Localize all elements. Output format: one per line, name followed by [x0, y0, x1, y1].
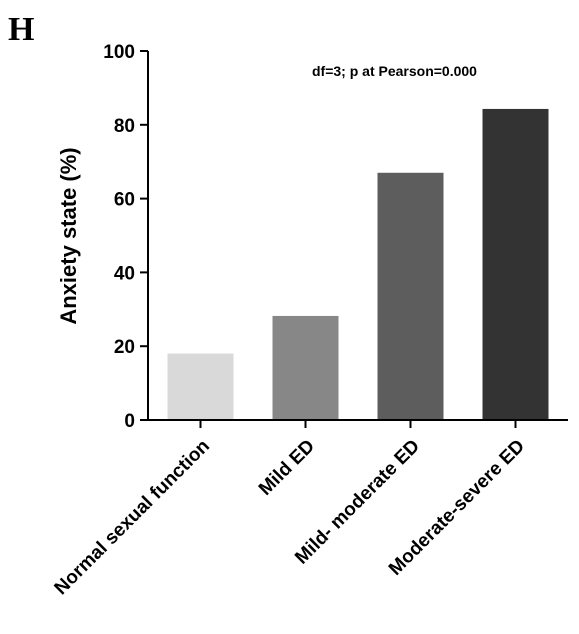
y-tick-label: 80	[114, 116, 135, 137]
chart-annotation: df=3; p at Pearson=0.000	[312, 63, 477, 79]
x-tick-label: Normal sexual function	[51, 436, 214, 599]
y-axis-title: Anxiety state (%)	[56, 147, 81, 324]
bar	[377, 172, 444, 420]
y-axis: 0 20 40 60 80 100	[103, 42, 149, 432]
y-tick-label: 0	[124, 411, 135, 432]
y-tick-label: 60	[114, 190, 135, 211]
bar	[167, 353, 234, 420]
bar	[482, 108, 549, 421]
y-tick-label: 100	[103, 42, 135, 63]
y-tick-label: 40	[114, 263, 135, 284]
y-tick-label: 20	[114, 337, 135, 358]
bars-group	[167, 108, 549, 421]
panel-label: H	[8, 11, 34, 48]
bar	[272, 315, 339, 420]
x-tick-label: Mild ED	[255, 436, 319, 500]
